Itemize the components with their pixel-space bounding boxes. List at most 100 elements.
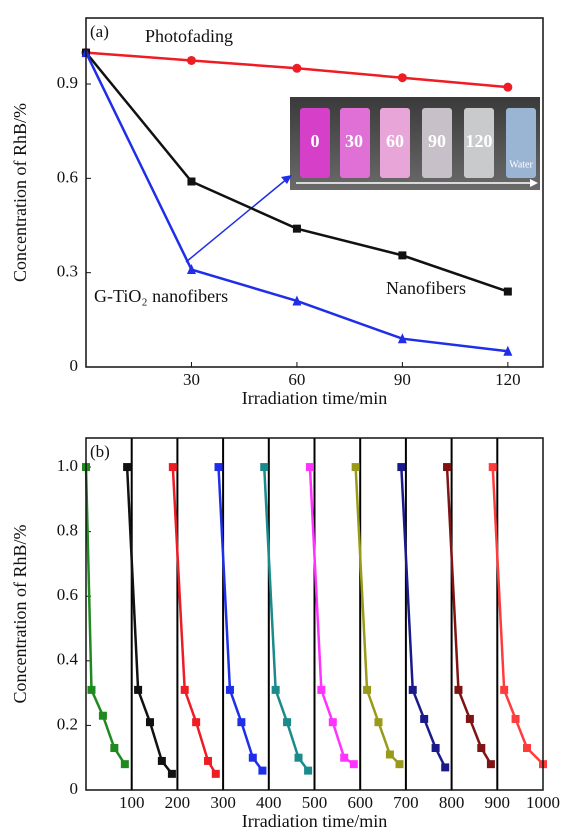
- x-axis-label: Irradiation time/min: [242, 811, 387, 831]
- x-tick-label: 200: [165, 793, 191, 812]
- point: [397, 333, 407, 344]
- x-tick-label: 500: [302, 793, 328, 812]
- point: [187, 177, 196, 186]
- y-tick-label: 0.9: [57, 73, 78, 92]
- point: [340, 753, 349, 762]
- x-axis-label: Irradiation time/min: [242, 388, 387, 408]
- y-tick-label: 1.0: [57, 456, 78, 475]
- point: [292, 63, 302, 73]
- point: [503, 287, 512, 296]
- y-tick-label: 0.4: [57, 650, 79, 669]
- point: [134, 685, 143, 694]
- point: [477, 744, 486, 753]
- vial: [422, 108, 452, 178]
- point: [305, 463, 314, 472]
- y-tick-label: 0.3: [57, 262, 78, 281]
- x-tick-label: 800: [439, 793, 465, 812]
- y-tick-label: 0.8: [57, 521, 78, 540]
- x-tick-label: 120: [495, 370, 521, 389]
- point: [98, 711, 107, 720]
- point: [225, 685, 234, 694]
- point: [328, 718, 337, 727]
- point: [271, 685, 280, 694]
- vial: [300, 108, 330, 178]
- point: [317, 685, 326, 694]
- y-tick-label: 0: [70, 779, 79, 798]
- point: [443, 463, 452, 472]
- x-tick-label: 700: [393, 793, 419, 812]
- vial: [506, 108, 536, 178]
- inset-label: 30: [345, 131, 363, 151]
- point: [292, 295, 302, 306]
- vial: [464, 108, 494, 178]
- inset-background: [290, 97, 540, 190]
- point: [420, 714, 429, 723]
- point: [204, 756, 213, 765]
- point: [488, 463, 497, 472]
- panel-label: (b): [90, 442, 110, 461]
- point: [168, 463, 177, 472]
- point: [397, 463, 406, 472]
- inset-label: 90: [428, 131, 446, 151]
- y-tick-label: 0.6: [57, 585, 78, 604]
- inset-label: 60: [386, 131, 404, 151]
- point: [180, 685, 189, 694]
- point: [385, 750, 394, 759]
- point: [503, 345, 513, 356]
- y-axis-label: Concentration of RhB/%: [10, 525, 30, 704]
- point: [167, 769, 176, 778]
- series-label: G-TiO₂ nanofibers: [94, 286, 228, 306]
- point: [192, 718, 201, 727]
- point: [87, 685, 96, 694]
- point: [258, 766, 267, 775]
- point: [145, 718, 154, 727]
- inset-photo: [290, 97, 540, 190]
- point: [120, 760, 129, 769]
- point: [260, 463, 269, 472]
- point: [304, 766, 313, 775]
- point: [349, 760, 358, 769]
- plot-frame: [85, 437, 544, 791]
- point: [292, 224, 301, 233]
- x-tick-label: 30: [183, 370, 200, 389]
- inset-label: 0: [311, 131, 320, 151]
- series-line: [171, 466, 217, 775]
- inset-label: 120: [466, 131, 493, 151]
- y-axis-label: Concentration of RhB/%: [10, 103, 30, 282]
- point: [374, 718, 383, 727]
- point: [441, 763, 450, 772]
- y-tick-label: 0: [70, 356, 79, 375]
- point: [454, 685, 463, 694]
- point: [408, 685, 417, 694]
- point: [157, 756, 166, 765]
- point: [511, 714, 520, 723]
- point: [186, 264, 196, 275]
- vial: [340, 108, 370, 178]
- series-line: [125, 467, 173, 775]
- point: [283, 718, 292, 727]
- point: [351, 463, 360, 472]
- x-tick-label: 60: [288, 370, 305, 389]
- point: [186, 55, 196, 65]
- point: [465, 714, 474, 723]
- inset-label: Water: [509, 159, 533, 170]
- point: [500, 685, 509, 694]
- point: [214, 463, 223, 472]
- x-tick-label: 300: [210, 793, 236, 812]
- point: [486, 760, 495, 769]
- plot-frame: [85, 17, 544, 368]
- point: [523, 744, 532, 753]
- point: [397, 73, 407, 83]
- x-tick-label: 100: [119, 793, 145, 812]
- point: [431, 744, 440, 753]
- x-tick-label: 600: [347, 793, 373, 812]
- point: [237, 718, 246, 727]
- pointer-arrow: [185, 177, 289, 263]
- pointer-arrowhead: [281, 175, 292, 184]
- x-tick-label: 90: [394, 370, 411, 389]
- point: [503, 82, 513, 92]
- x-tick-label: 1000: [526, 793, 560, 812]
- point: [395, 760, 404, 769]
- series-label: Nanofibers: [386, 278, 466, 298]
